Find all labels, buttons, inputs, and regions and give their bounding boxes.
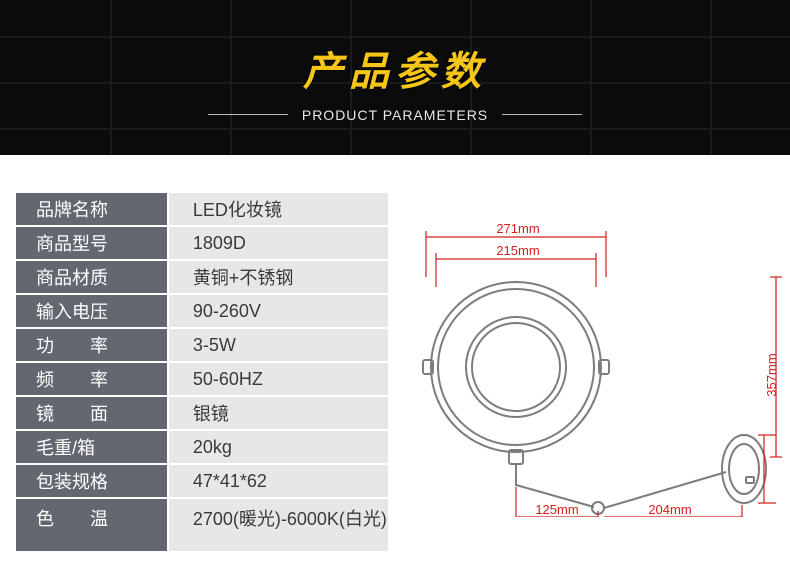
- subtitle-row: PRODUCT PARAMETERS: [208, 107, 582, 123]
- divider-left: [208, 114, 288, 115]
- table-row: 包装规格47*41*62: [16, 465, 388, 499]
- table-row: 频 率50-60HZ: [16, 363, 388, 397]
- spec-value: 3-5W: [169, 329, 388, 363]
- divider-right: [502, 114, 582, 115]
- spec-value: LED化妆镜: [169, 193, 388, 227]
- spec-label: 色 温: [16, 499, 169, 553]
- spec-label: 频 率: [16, 363, 169, 397]
- spec-label: 镜 面: [16, 397, 169, 431]
- table-row: 毛重/箱20kg: [16, 431, 388, 465]
- spec-value: 20kg: [169, 431, 388, 465]
- content: 品牌名称LED化妆镜 商品型号1809D 商品材质黄铜+不锈钢 输入电压90-2…: [0, 155, 790, 553]
- spec-label: 商品材质: [16, 261, 169, 295]
- dim-arm2: 204mm: [648, 502, 691, 517]
- table-row: 商品材质黄铜+不锈钢: [16, 261, 388, 295]
- spec-label: 毛重/箱: [16, 431, 169, 465]
- header: 产品参数 PRODUCT PARAMETERS: [0, 0, 790, 155]
- spec-value: 2700(暖光)-6000K(白光): [169, 499, 388, 553]
- dimension-svg: 271mm 215mm 125mm 204mm 357mm 119mm: [406, 217, 786, 517]
- spec-value: 90-260V: [169, 295, 388, 329]
- spec-value: 黄铜+不锈钢: [169, 261, 388, 295]
- table-row: 色 温2700(暖光)-6000K(白光): [16, 499, 388, 553]
- spec-value: 47*41*62: [169, 465, 388, 499]
- spec-table: 品牌名称LED化妆镜 商品型号1809D 商品材质黄铜+不锈钢 输入电压90-2…: [16, 193, 388, 553]
- spec-label: 功 率: [16, 329, 169, 363]
- table-row: 功 率3-5W: [16, 329, 388, 363]
- spec-label: 品牌名称: [16, 193, 169, 227]
- page-title-cn: 产品参数: [303, 39, 487, 97]
- dim-arm1: 125mm: [535, 502, 578, 517]
- page-title-en: PRODUCT PARAMETERS: [302, 107, 488, 123]
- spec-value: 1809D: [169, 227, 388, 261]
- table-row: 品牌名称LED化妆镜: [16, 193, 388, 227]
- dim-inner-w: 215mm: [496, 243, 539, 258]
- dim-outer-w: 271mm: [496, 221, 539, 236]
- table-row: 商品型号1809D: [16, 227, 388, 261]
- spec-value: 50-60HZ: [169, 363, 388, 397]
- spec-label: 输入电压: [16, 295, 169, 329]
- table-row: 输入电压90-260V: [16, 295, 388, 329]
- dimension-diagram: 271mm 215mm 125mm 204mm 357mm 119mm: [406, 217, 780, 517]
- spec-value: 银镜: [169, 397, 388, 431]
- table-row: 镜 面银镜: [16, 397, 388, 431]
- spec-label: 商品型号: [16, 227, 169, 261]
- dim-height: 357mm: [764, 353, 779, 396]
- spec-label: 包装规格: [16, 465, 169, 499]
